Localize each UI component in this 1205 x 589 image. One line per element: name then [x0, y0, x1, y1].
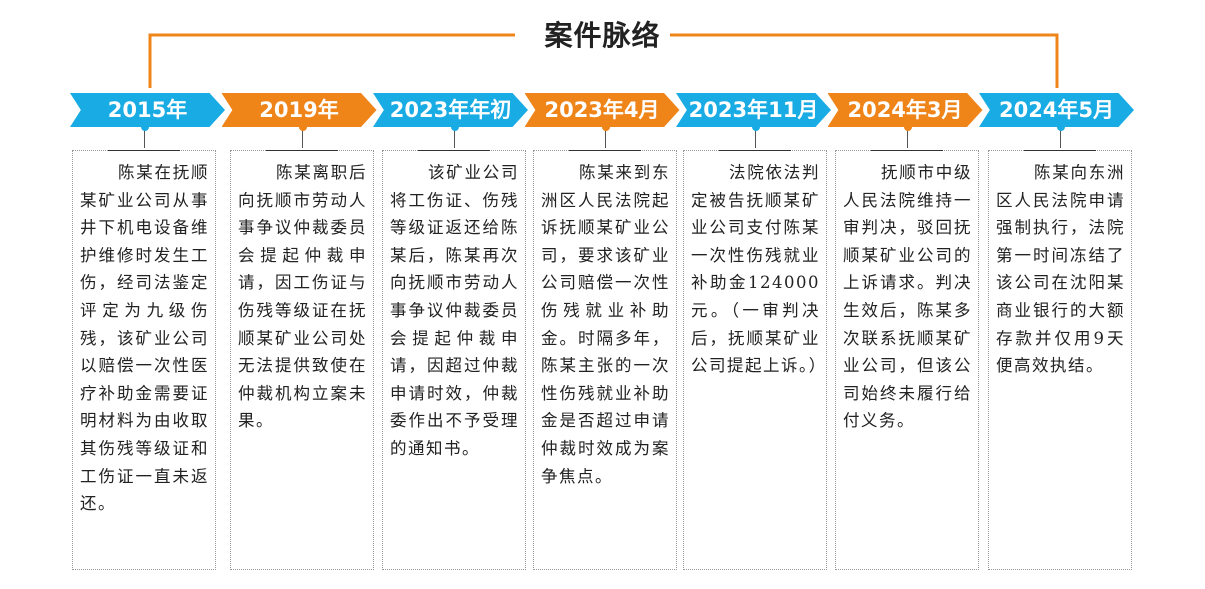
bracket-line	[148, 33, 1059, 88]
event-box: 法院依法判定被告抚顺某矿业公司支付陈某一次性伤残就业补助金124000元。（一审…	[683, 150, 827, 570]
event-text: 陈某离职后向抚顺市劳动人事争议仲裁委员会提起仲裁申请，因工伤证与伤残等级证在抚顺…	[238, 163, 367, 431]
connector-dot	[601, 123, 610, 131]
event-box: 该矿业公司将工伤证、伤残等级证返还给陈某后，陈某再次向抚顺市劳动人事争议仲裁委员…	[382, 150, 526, 570]
event-text: 陈某在抚顺某矿业公司从事井下机电设备维护维修时发生工伤，经司法鉴定评定为九级伤残…	[80, 163, 209, 514]
event-text: 该矿业公司将工伤证、伤残等级证返还给陈某后，陈某再次向抚顺市劳动人事争议仲裁委员…	[390, 163, 519, 458]
connector	[454, 128, 455, 148]
event-text: 陈某向东洲区人民法院申请强制执行，法院第一时间冻结了该公司在沈阳某商业银行的大额…	[996, 163, 1125, 376]
event-text: 法院依法判定被告抚顺某矿业公司支付陈某一次性伤残就业补助金124000元。（一审…	[691, 163, 827, 376]
event-box: 陈某在抚顺某矿业公司从事井下机电设备维护维修时发生工伤，经司法鉴定评定为九级伤残…	[72, 150, 216, 570]
event-text: 抚顺市中级人民法院维持一审判决，驳回抚顺某矿业公司的上诉请求。判决生效后，陈某多…	[843, 163, 972, 431]
date-arrow: 2023年11月	[676, 93, 831, 127]
date-arrow: 2015年	[70, 93, 225, 127]
connector	[302, 128, 303, 148]
connector-dot	[450, 123, 459, 131]
connector	[1060, 128, 1061, 148]
event-box: 陈某离职后向抚顺市劳动人事争议仲裁委员会提起仲裁申请，因工伤证与伤残等级证在抚顺…	[230, 150, 374, 570]
event-box: 陈某来到东洲区人民法院起诉抚顺某矿业公司，要求该矿业公司赔偿一次性伤残就业补助金…	[533, 150, 677, 570]
event-box: 抚顺市中级人民法院维持一审判决，驳回抚顺某矿业公司的上诉请求。判决生效后，陈某多…	[835, 150, 979, 570]
event-text: 陈某来到东洲区人民法院起诉抚顺某矿业公司，要求该矿业公司赔偿一次性伤残就业补助金…	[541, 163, 670, 486]
event-box: 陈某向东洲区人民法院申请强制执行，法院第一时间冻结了该公司在沈阳某商业银行的大额…	[988, 150, 1132, 570]
date-arrow: 2023年4月	[524, 93, 680, 127]
connector-dot	[140, 123, 149, 131]
connector	[907, 128, 908, 148]
connector-dot	[903, 123, 912, 131]
date-arrow: 2019年	[221, 93, 377, 127]
connector	[144, 128, 145, 148]
connector-dot	[1056, 123, 1065, 131]
title: 案件脉络	[544, 19, 661, 52]
connector-dot	[298, 123, 307, 131]
connector-dot	[751, 123, 760, 131]
date-arrow: 2024年3月	[827, 93, 983, 127]
date-arrow: 2023年年初	[373, 93, 528, 127]
date-arrow: 2024年5月	[979, 93, 1134, 127]
connector	[605, 128, 606, 148]
connector	[755, 128, 756, 148]
